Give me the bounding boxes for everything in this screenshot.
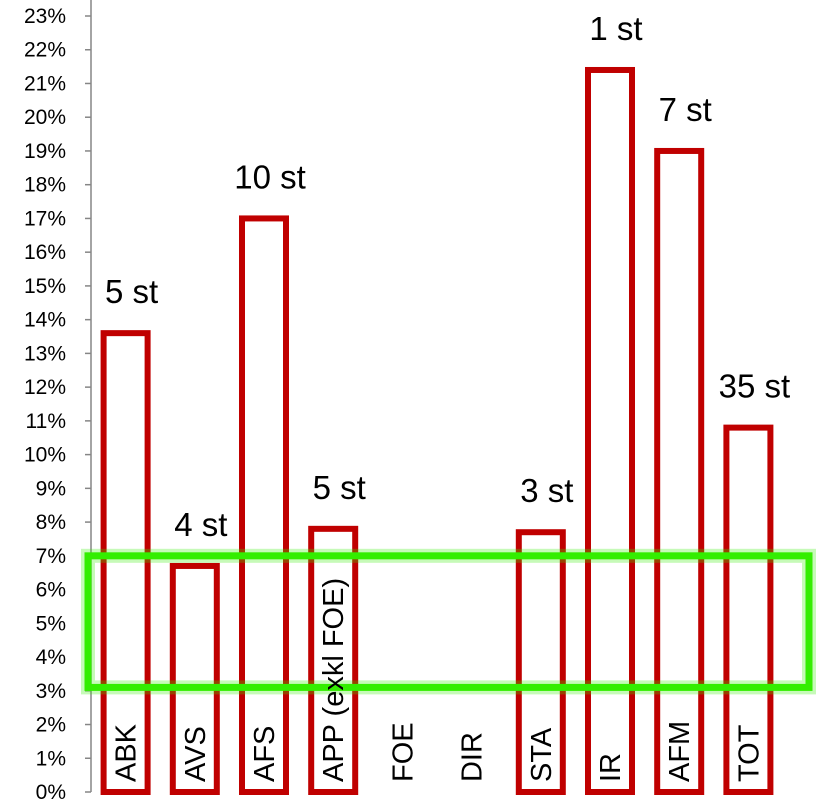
- y-tick-label: 12%: [24, 376, 66, 399]
- category-label: TOT: [733, 724, 765, 782]
- y-tick-label: 7%: [36, 545, 66, 568]
- y-tick-label: 18%: [24, 174, 66, 197]
- data-label: 5 st: [105, 273, 158, 310]
- data-label: 3 st: [520, 472, 573, 509]
- data-label: 4 st: [174, 506, 227, 543]
- category-label: AFS: [249, 726, 281, 782]
- data-label: 35 st: [719, 368, 791, 405]
- category-label: AFM: [664, 721, 696, 782]
- y-tick-label: 8%: [36, 511, 66, 534]
- bar: [169, 562, 220, 795]
- category-label: DIR: [457, 732, 489, 782]
- bar: [239, 215, 289, 796]
- category-label: APP (exkl FOE): [318, 578, 350, 782]
- y-tick-label: 5%: [36, 612, 66, 635]
- category-label: FOE: [387, 722, 419, 782]
- data-label: 5 st: [313, 469, 366, 506]
- y-tick-label: 23%: [24, 5, 66, 28]
- y-tick-label: 17%: [24, 207, 66, 230]
- bar: [585, 66, 635, 795]
- category-labels: ABK AVS AFS APP (exkl FOE) FOE DIR STA IR AFM TOT: [111, 578, 766, 782]
- y-tick-label: 6%: [36, 579, 66, 602]
- y-tick-label: 22%: [24, 39, 66, 62]
- data-label: 1 st: [589, 10, 642, 47]
- y-tick-label: 14%: [24, 309, 66, 332]
- y-axis-ticks: 0% 1% 2% 3% 4% 5% 6% 7% 8% 9% 10% 11% 12% 13% 14% 15% 16…: [24, 5, 91, 804]
- y-tick-label: 9%: [36, 477, 66, 500]
- y-tick-label: 10%: [24, 444, 66, 467]
- bar: [100, 330, 151, 795]
- category-label: IR: [595, 753, 627, 782]
- data-label: 10 st: [234, 158, 306, 195]
- category-label: STA: [526, 727, 558, 782]
- y-tick-label: 19%: [24, 140, 66, 163]
- bar: [308, 525, 359, 795]
- y-tick-label: 15%: [24, 275, 66, 298]
- data-labels: 5 st 4 st 10 st 5 st 3 st 1 st 7 st 35 st: [105, 10, 790, 543]
- bar: [654, 147, 705, 795]
- y-tick-label: 4%: [36, 646, 66, 669]
- bar: [515, 529, 566, 795]
- y-tick-label: 2%: [36, 714, 66, 737]
- y-tick-label: 1%: [36, 747, 66, 770]
- y-tick-label: 13%: [24, 342, 66, 365]
- highlight-band-frame: [84, 552, 813, 691]
- y-tick-label: 16%: [24, 241, 66, 264]
- category-label: AVS: [180, 726, 212, 782]
- bar: [723, 424, 774, 795]
- category-label: ABK: [111, 723, 143, 782]
- y-tick-label: 11%: [26, 410, 66, 433]
- y-tick-label: 20%: [24, 106, 66, 129]
- y-tick-label: 3%: [36, 680, 66, 703]
- bars: [100, 66, 774, 796]
- y-tick-label: 21%: [24, 72, 66, 95]
- highlight-band: [81, 548, 816, 695]
- data-label: 7 st: [659, 91, 712, 128]
- y-tick-label: 0%: [36, 781, 66, 804]
